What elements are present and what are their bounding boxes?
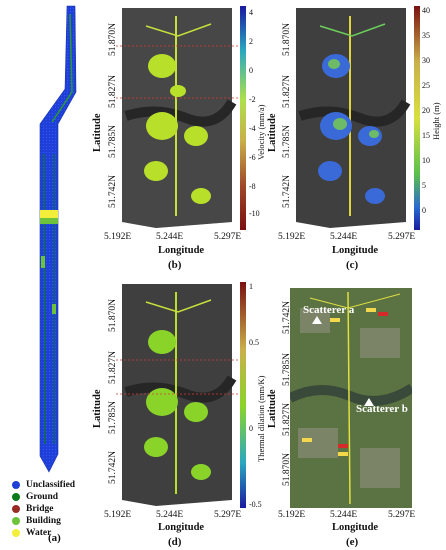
lon-tick-label: 5.192E xyxy=(104,510,132,520)
legend-item-bridge: Bridge xyxy=(12,504,53,514)
legend-swatch xyxy=(12,492,20,501)
x-axis-title: Longitude xyxy=(158,245,205,256)
colorbar-tick: 0.5 xyxy=(249,338,259,347)
lon-tick-label: 5.244E xyxy=(330,510,358,520)
lon-tick-label: 5.297E xyxy=(214,510,242,520)
x-axis-title: Longitude xyxy=(332,522,379,533)
legend-swatch xyxy=(12,528,20,537)
legend-swatch xyxy=(12,480,20,489)
legend-item-unclassified: Unclassified xyxy=(12,480,75,490)
colorbar-tick: -0.5 xyxy=(249,500,262,509)
lon-tick-label: 5.297E xyxy=(388,232,416,242)
height-colorbar xyxy=(414,6,420,230)
lon-tick-label: 5.297E xyxy=(214,232,242,242)
legend-label: Water xyxy=(26,528,52,538)
legend-item-water: Water xyxy=(12,528,51,538)
lon-tick-label: 5.297E xyxy=(388,510,416,520)
colorbar-tick: 0 xyxy=(249,66,253,75)
lon-tick-label: 5.192E xyxy=(278,510,306,520)
colorbar-tick: 40 xyxy=(422,6,430,15)
lon-tick-label: 5.244E xyxy=(156,510,184,520)
legend-label: Ground xyxy=(26,492,59,502)
velocity-colorbar xyxy=(240,6,246,230)
velocity-map-image xyxy=(116,6,238,230)
panel-label: (d) xyxy=(168,536,182,548)
colorbar-tick: -8 xyxy=(249,182,256,191)
colorbar-tick: 5 xyxy=(422,181,426,190)
panel-label: (e) xyxy=(346,536,359,548)
legend-item-building: Building xyxy=(12,516,61,526)
panel-label: (b) xyxy=(168,259,182,271)
legend-label: Building xyxy=(26,516,61,526)
legend-label: Bridge xyxy=(26,504,54,514)
colorbar-tick: 1 xyxy=(249,282,253,291)
colorbar-tick: 0 xyxy=(422,206,426,215)
legend-swatch xyxy=(12,516,20,525)
lon-tick-label: 5.244E xyxy=(156,232,184,242)
x-axis-title: Longitude xyxy=(332,245,379,256)
lon-tick-label: 5.244E xyxy=(330,232,358,242)
colorbar-tick: -10 xyxy=(249,209,260,218)
satellite-map-image xyxy=(290,288,412,508)
colorbar-tick: -4 xyxy=(249,124,256,133)
legend-label: Unclassified xyxy=(26,480,76,490)
colorbar-tick: 10 xyxy=(422,156,430,165)
lon-tick-label: 5.192E xyxy=(278,232,306,242)
colorbar-tick: 0 xyxy=(249,424,253,433)
colorbar-tick: 20 xyxy=(422,106,430,115)
colorbar-tick: 2 xyxy=(249,37,253,46)
thermal-dilation-map-image xyxy=(116,284,238,506)
panel-label: (a) xyxy=(48,532,61,544)
legend-swatch xyxy=(12,504,20,513)
legend-item-ground: Ground xyxy=(12,492,58,502)
colorbar-tick: 35 xyxy=(422,31,430,40)
colorbar-tick: -2 xyxy=(249,95,256,104)
scatterer-a-label: Scatterer a xyxy=(303,304,355,316)
scatterer-b-label: Scatterer b xyxy=(356,403,408,415)
colorbar-tick: 30 xyxy=(422,56,430,65)
thermal-colorbar xyxy=(240,282,246,508)
height-map-image xyxy=(296,8,411,228)
colorbar-tick: 15 xyxy=(422,131,430,140)
colorbar-tick: 4 xyxy=(249,8,253,17)
colorbar-tick: -6 xyxy=(249,153,256,162)
colorbar-tick: 25 xyxy=(422,81,430,90)
panel-label: (c) xyxy=(346,259,359,271)
classification-legend: Unclassified Ground Bridge Building Wate… xyxy=(4,480,94,540)
lon-tick-label: 5.192E xyxy=(104,232,132,242)
x-axis-title: Longitude xyxy=(158,522,205,533)
bridge-pointcloud-image xyxy=(39,5,77,473)
